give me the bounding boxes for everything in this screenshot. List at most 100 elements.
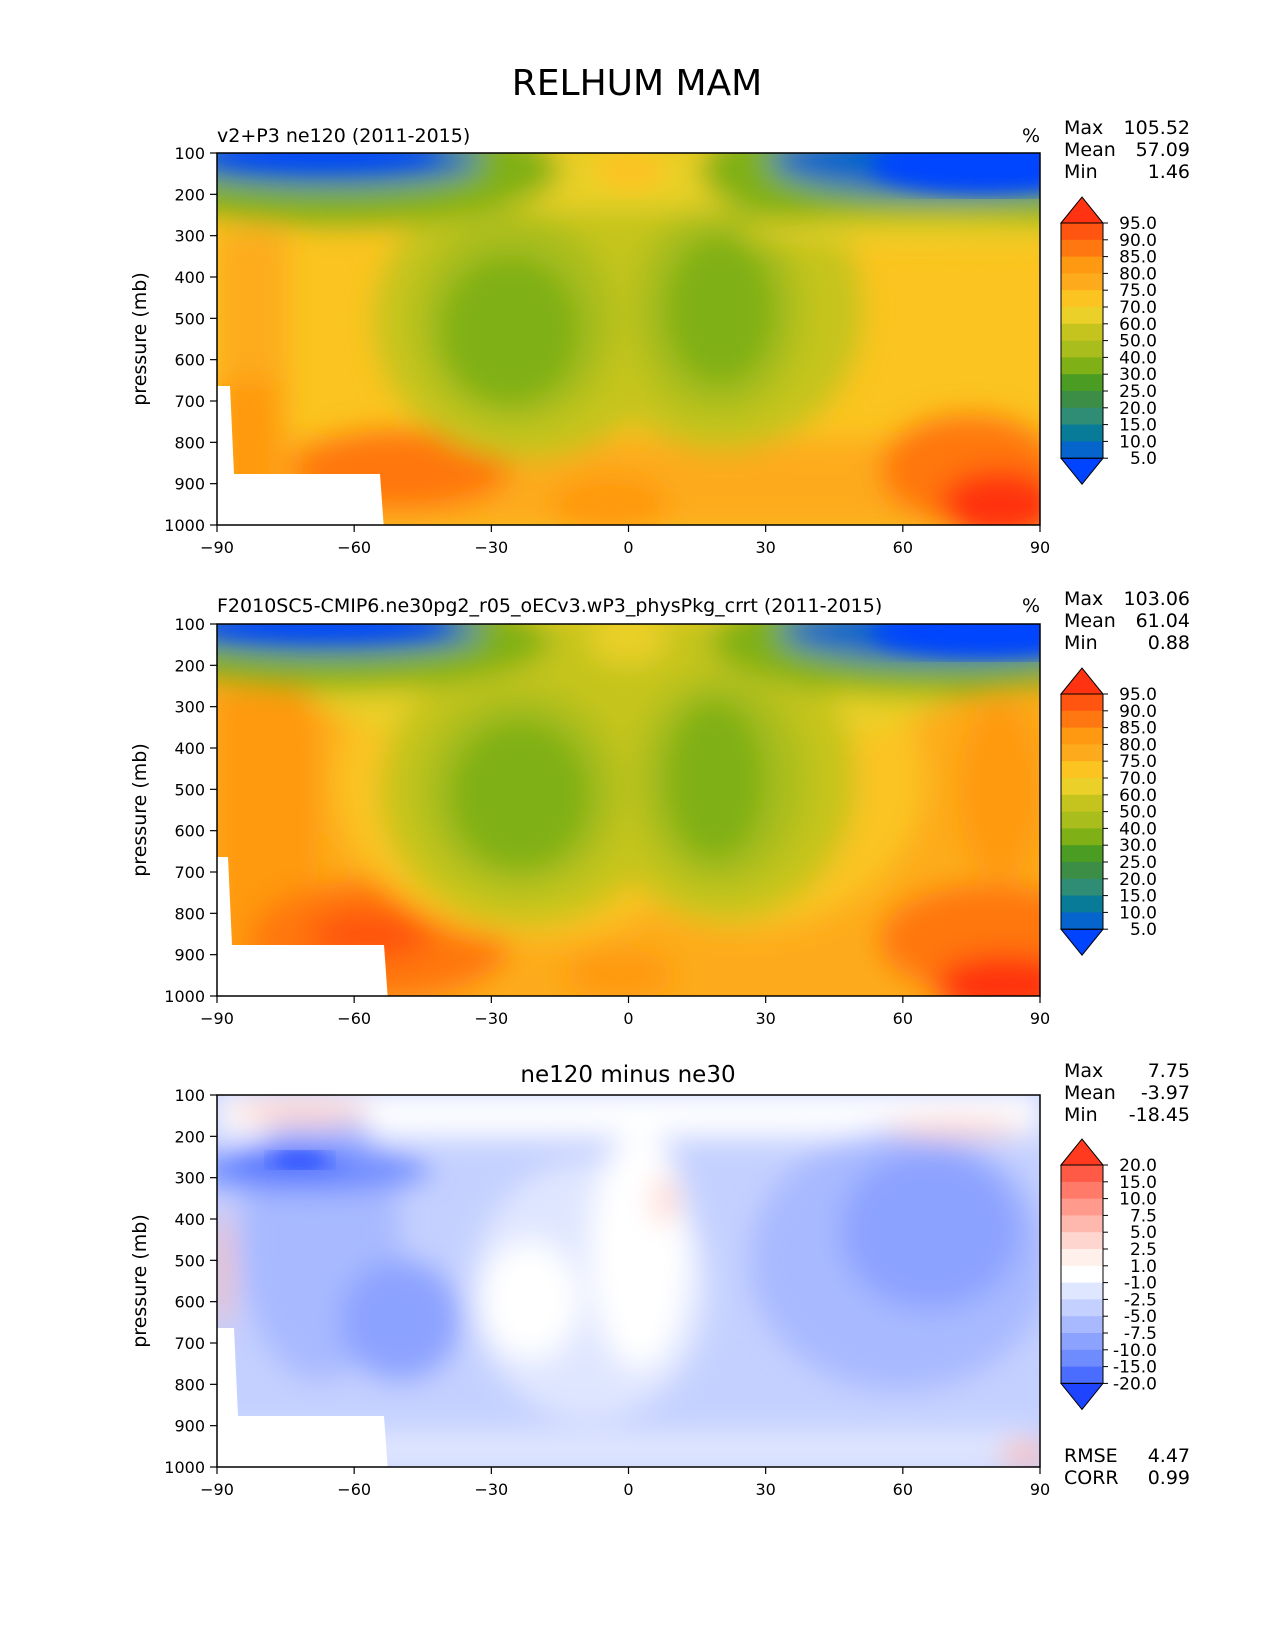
colorbar-swatch <box>1061 845 1103 863</box>
colorbar-level-label: 30.0 <box>1119 836 1157 856</box>
y-tick-label: 700 <box>174 392 205 411</box>
y-tick-label: 600 <box>174 1293 205 1312</box>
stat-mean-value: 61.04 <box>1136 610 1190 632</box>
y-tick-label: 1000 <box>164 987 205 1006</box>
colorbar-swatch <box>1061 223 1103 241</box>
y-axis-label: pressure (mb) <box>129 272 151 406</box>
colorbar-level-label: 15.0 <box>1119 887 1157 907</box>
colorbar-swatch <box>1061 1198 1103 1216</box>
colorbar-level-label: 60.0 <box>1119 786 1157 806</box>
y-tick-label: 400 <box>174 1210 205 1229</box>
colorbar-level-label: 85.0 <box>1119 719 1157 739</box>
stats-block: Max 105.52 Mean 57.09 Min 1.46 <box>1064 117 1190 183</box>
stats-block: Max 7.75 Mean -3.97 Min -18.45 <box>1064 1060 1190 1126</box>
x-tick-label: −30 <box>474 538 508 557</box>
y-tick-label: 200 <box>174 1127 205 1146</box>
y-tick-label: 700 <box>174 1334 205 1353</box>
panel-title: v2+P3 ne120 (2011-2015) <box>217 125 470 147</box>
y-tick-label: 900 <box>174 946 205 965</box>
corr-label: CORR <box>1064 1467 1119 1489</box>
y-tick-label: 100 <box>174 615 205 634</box>
rmse-value: 4.47 <box>1148 1445 1190 1467</box>
colorbar-extend-min <box>1059 1382 1105 1411</box>
axis-ticks: −90 −60 −30 0 30 60 90 100 200 300 400 500 600 700 800… <box>164 615 1050 1028</box>
colorbar-swatch <box>1061 1232 1103 1250</box>
figure-title: RELHUM MAM <box>512 63 763 104</box>
colorbar-level-label: 20.0 <box>1119 870 1157 890</box>
colorbar-level-label: 10.0 <box>1119 903 1157 923</box>
corr-value: 0.99 <box>1148 1467 1190 1489</box>
colorbar-swatch <box>1061 441 1103 459</box>
colorbar-level-label: 5.0 <box>1130 449 1157 469</box>
colorbar-level-label: 90.0 <box>1119 231 1157 251</box>
panel-reference: F2010SC5-CMIP6.ne30pg2_r05_oECv3.wP3_phy… <box>129 588 1190 1028</box>
colorbar-swatch <box>1061 239 1103 258</box>
colorbar-swatch <box>1061 710 1103 729</box>
y-tick-label: 700 <box>174 863 205 882</box>
colorbar-swatch <box>1061 895 1103 913</box>
y-tick-label: 300 <box>174 698 205 717</box>
colorbar: 95.090.085.080.075.070.060.050.040.030.0… <box>1059 196 1157 485</box>
colorbar-swatch <box>1061 357 1103 375</box>
colorbar-level-label: 20.0 <box>1119 399 1157 419</box>
colorbar-level-label: 20.0 <box>1119 1156 1157 1176</box>
y-tick-label: 300 <box>174 227 205 246</box>
x-tick-label: 30 <box>755 538 775 557</box>
x-tick-label: 90 <box>1030 1009 1050 1028</box>
y-tick-label: 600 <box>174 822 205 841</box>
x-tick-label: −60 <box>337 1009 371 1028</box>
units-label: % <box>1022 595 1040 617</box>
colorbar-swatch <box>1061 391 1103 409</box>
colorbar-level-label: 95.0 <box>1119 685 1157 705</box>
x-tick-label: 0 <box>623 1009 633 1028</box>
y-tick-label: 100 <box>174 1086 205 1105</box>
colorbar-level-label: -15.0 <box>1113 1358 1157 1378</box>
stats-block: Max 103.06 Mean 61.04 Min 0.88 <box>1064 588 1190 654</box>
colorbar-swatch <box>1061 273 1103 291</box>
plot-area <box>217 153 1040 525</box>
colorbar-level-label: 5.0 <box>1130 920 1157 940</box>
y-tick-label: 600 <box>174 351 205 370</box>
colorbar-swatch <box>1061 1366 1103 1384</box>
stat-min-label: Min <box>1064 632 1098 654</box>
stat-min-value: 1.46 <box>1148 161 1190 183</box>
colorbar-swatch <box>1061 424 1103 442</box>
plot-area <box>217 624 1040 996</box>
x-tick-label: 90 <box>1030 1480 1050 1499</box>
colorbar-swatch <box>1061 794 1103 813</box>
colorbar-extend-max <box>1059 667 1105 695</box>
y-tick-label: 200 <box>174 656 205 675</box>
colorbar: 95.090.085.080.075.070.060.050.040.030.0… <box>1059 667 1157 956</box>
colorbar-swatch <box>1061 1349 1103 1368</box>
colorbar-swatch <box>1061 761 1103 779</box>
x-tick-label: 60 <box>893 1009 913 1028</box>
colorbar-level-label: 40.0 <box>1119 348 1157 368</box>
colorbar-swatch <box>1061 912 1103 930</box>
x-tick-label: −90 <box>200 538 234 557</box>
colorbar-swatch <box>1061 1316 1103 1334</box>
x-tick-label: 30 <box>755 1009 775 1028</box>
colorbar-swatch <box>1061 1282 1103 1300</box>
stat-min-value: -18.45 <box>1129 1104 1190 1126</box>
colorbar-extend-max <box>1059 1138 1105 1166</box>
y-tick-label: 500 <box>174 780 205 799</box>
y-tick-label: 800 <box>174 433 205 452</box>
y-tick-label: 300 <box>174 1169 205 1188</box>
colorbar-level-label: 7.5 <box>1130 1206 1157 1226</box>
colorbar-level-label: 25.0 <box>1119 853 1157 873</box>
colorbar-level-label: 90.0 <box>1119 702 1157 722</box>
x-tick-label: 60 <box>893 1480 913 1499</box>
colorbar-swatch <box>1061 290 1103 308</box>
colorbar-swatch <box>1061 1181 1103 1200</box>
panel-difference: ne120 minus ne30 <box>129 1060 1190 1499</box>
rmse-corr-block: RMSE 4.47 CORR 0.99 <box>1064 1445 1190 1489</box>
y-tick-label: 500 <box>174 1251 205 1270</box>
colorbar-level-label: 2.5 <box>1130 1240 1157 1260</box>
panel-test: v2+P3 ne120 (2011-2015) % <box>129 117 1190 557</box>
y-axis-label: pressure (mb) <box>129 1214 151 1348</box>
colorbar-swatch <box>1061 307 1103 325</box>
stat-min-label: Min <box>1064 1104 1098 1126</box>
colorbar-extend-min <box>1059 457 1105 485</box>
stat-max-value: 7.75 <box>1148 1060 1190 1082</box>
